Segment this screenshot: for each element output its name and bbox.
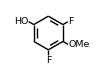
- Text: OMe: OMe: [68, 40, 90, 49]
- Text: HO: HO: [14, 17, 28, 26]
- Text: F: F: [46, 56, 51, 65]
- Text: F: F: [68, 17, 74, 26]
